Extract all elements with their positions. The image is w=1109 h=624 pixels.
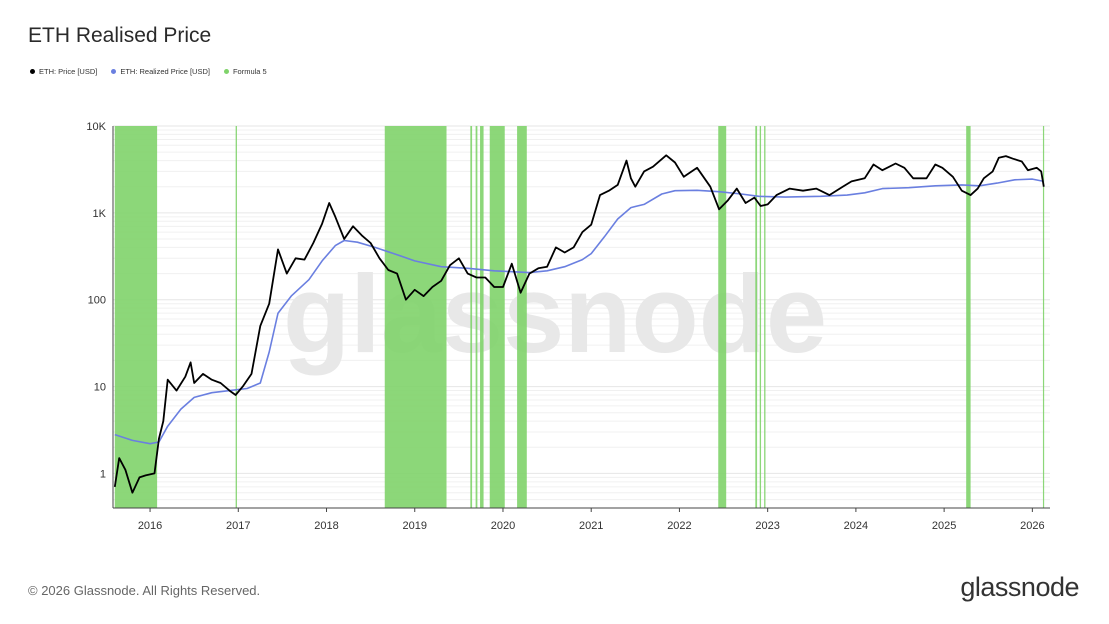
- formula-5-band-13: [1042, 126, 1045, 508]
- formula-5-band-5: [480, 126, 484, 508]
- y-tick-label: 10K: [86, 121, 106, 133]
- formula-5-band-8: [718, 126, 727, 508]
- formula-5-band-2: [384, 126, 447, 508]
- y-axis-ticks: 1 10 100 1K 10K: [86, 121, 106, 480]
- y-tick-label: 100: [88, 295, 106, 307]
- x-tick-label: 2021: [579, 520, 603, 532]
- formula-5-band-12: [966, 126, 971, 508]
- realized-price-line: [114, 178, 1044, 445]
- legend-dot-realized: [111, 69, 117, 74]
- x-tick-label: 2020: [491, 520, 515, 532]
- formula-5-band-11: [764, 126, 766, 508]
- x-tick-label: 2025: [932, 520, 956, 532]
- copyright-footer: © 2026 Glassnode. All Rights Reserved.: [28, 583, 261, 598]
- watermark: glassnode: [283, 253, 827, 376]
- grid-lines: [113, 125, 1050, 509]
- x-tick-label: 2019: [403, 520, 427, 532]
- series-lines: [113, 154, 1045, 494]
- y-tick-label: 1: [100, 468, 106, 480]
- formula-5-band-0: [114, 126, 158, 508]
- axes: [112, 126, 1050, 509]
- y-tick-label: 1K: [93, 208, 107, 220]
- legend-dot-formula: [223, 69, 229, 74]
- legend: ETH: Price [USD] ETH: Realized Price [US…: [30, 67, 267, 76]
- x-axis-ticks: 2016 2017 2018 2019 2020 2021 2022 2023 2024 2025…: [138, 508, 1045, 532]
- price-line: [113, 154, 1045, 494]
- y-tick-label: 10: [94, 382, 106, 394]
- x-tick-label: 2022: [667, 520, 691, 532]
- x-tick-label: 2023: [755, 520, 779, 532]
- glassnode-logo[interactable]: glassnode: [960, 572, 1079, 602]
- x-tick-label: 2018: [314, 520, 338, 532]
- x-tick-label: 2026: [1020, 520, 1044, 532]
- formula-5-band-1: [235, 126, 237, 508]
- formula-5-band-4: [475, 126, 478, 508]
- legend-item-formula[interactable]: Formula 5: [223, 67, 267, 76]
- x-tick-label: 2017: [226, 520, 250, 532]
- legend-label-realized: ETH: Realized Price [USD]: [120, 67, 210, 76]
- x-tick-label: 2016: [138, 520, 162, 532]
- formula-5-band-7: [517, 126, 527, 508]
- formula-5-band-10: [759, 126, 762, 508]
- legend-label-formula: Formula 5: [232, 67, 267, 76]
- legend-dot-price: [30, 69, 35, 74]
- legend-item-realized[interactable]: ETH: Realized Price [USD]: [111, 67, 210, 76]
- chart-title: ETH Realised Price: [28, 24, 212, 47]
- legend-label-price: ETH: Price [USD]: [39, 67, 98, 76]
- legend-item-price[interactable]: ETH: Price [USD]: [30, 67, 97, 76]
- x-tick-label: 2024: [844, 520, 868, 532]
- formula-5-band-3: [470, 126, 473, 508]
- formula-5-band-6: [489, 126, 505, 508]
- formula-5-band-9: [755, 126, 758, 508]
